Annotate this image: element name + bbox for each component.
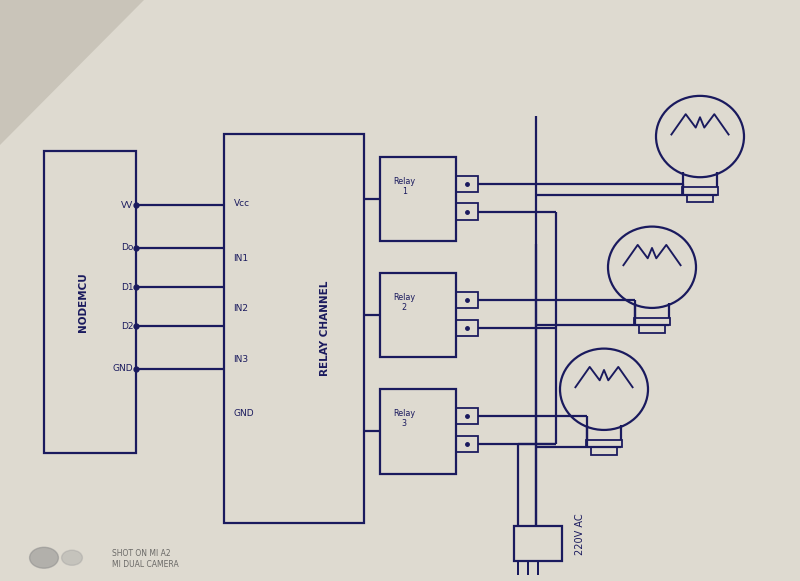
- Text: D1: D1: [121, 282, 134, 292]
- Text: IN2: IN2: [234, 304, 249, 313]
- Text: Relay
3: Relay 3: [394, 409, 415, 428]
- Text: NODEMCU: NODEMCU: [78, 272, 88, 332]
- Text: RELAY CHANNEL: RELAY CHANNEL: [320, 281, 330, 376]
- Text: SHOT ON MI A2
MI DUAL CAMERA: SHOT ON MI A2 MI DUAL CAMERA: [112, 548, 178, 569]
- Text: GND: GND: [113, 364, 134, 373]
- Text: IN1: IN1: [234, 254, 249, 263]
- Text: Vcc: Vcc: [234, 199, 250, 208]
- Text: VV: VV: [122, 201, 134, 210]
- Text: D2: D2: [121, 322, 134, 331]
- Text: 220V AC: 220V AC: [575, 514, 585, 555]
- Circle shape: [62, 550, 82, 565]
- Text: Relay
2: Relay 2: [394, 293, 415, 312]
- Circle shape: [30, 547, 58, 568]
- Text: IN3: IN3: [234, 355, 249, 364]
- Text: Do: Do: [122, 243, 134, 252]
- Polygon shape: [0, 0, 144, 145]
- Text: Relay
1: Relay 1: [394, 177, 415, 196]
- Text: GND: GND: [234, 410, 254, 418]
